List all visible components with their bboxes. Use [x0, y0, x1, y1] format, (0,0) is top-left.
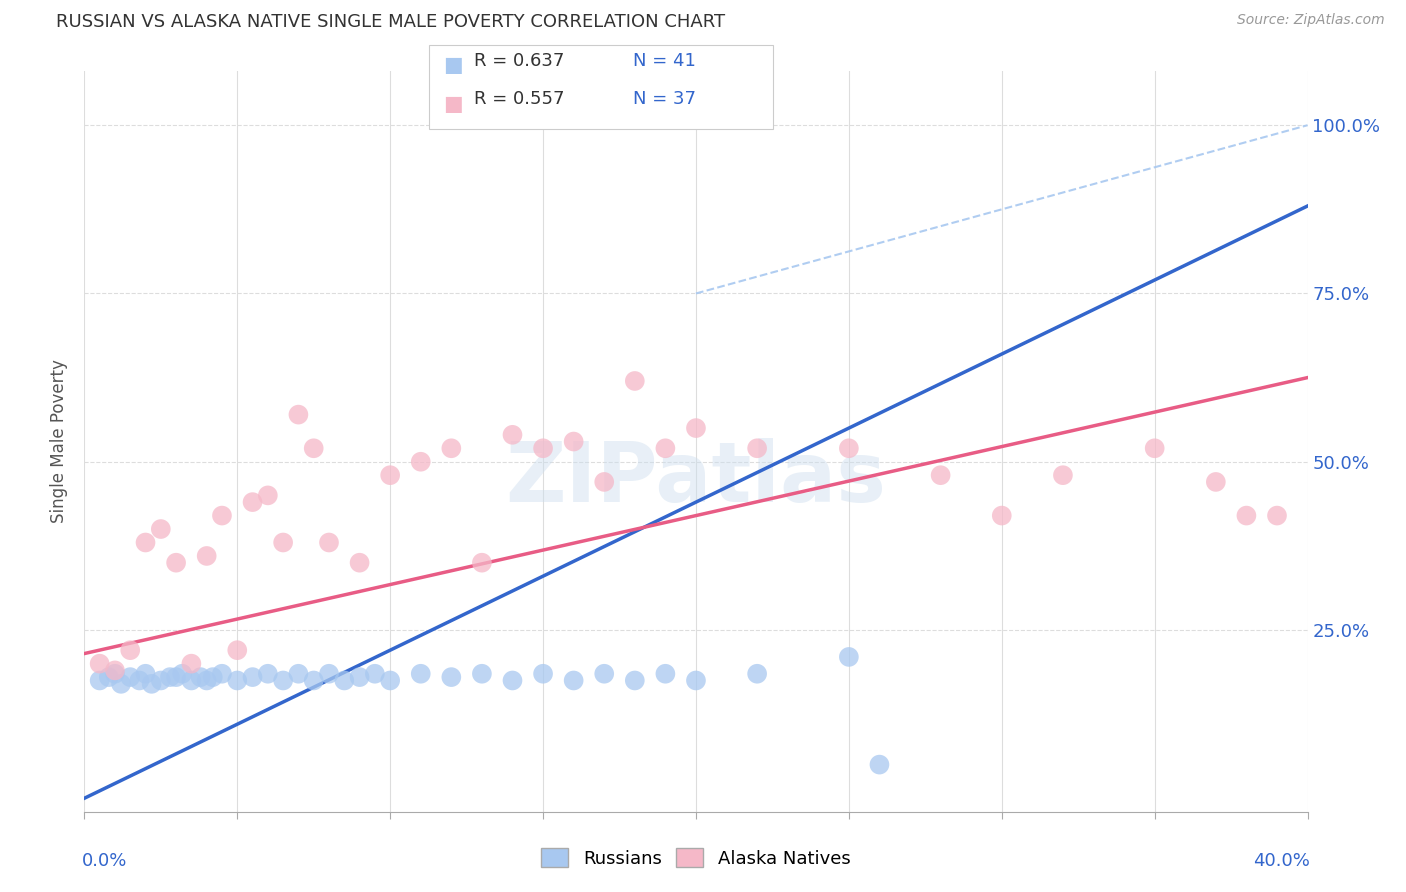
Text: 0.0%: 0.0%	[82, 853, 128, 871]
Point	[502, 427, 524, 442]
Point	[211, 666, 233, 681]
Point	[180, 657, 202, 671]
Point	[991, 508, 1014, 523]
Y-axis label: Single Male Poverty: Single Male Poverty	[51, 359, 69, 524]
Point	[120, 643, 142, 657]
Point	[318, 666, 340, 681]
Point	[257, 666, 280, 681]
Point	[333, 673, 356, 688]
Point	[271, 535, 294, 549]
Legend: Russians, Alaska Natives: Russians, Alaska Natives	[536, 843, 856, 873]
Point	[287, 666, 309, 681]
Text: N = 41: N = 41	[633, 52, 696, 70]
Point	[242, 670, 264, 684]
Point	[349, 670, 371, 684]
Point	[149, 673, 172, 688]
Point	[302, 442, 325, 456]
Point	[110, 677, 132, 691]
Point	[141, 677, 163, 691]
Point	[502, 673, 524, 688]
Point	[104, 666, 127, 681]
Point	[440, 670, 463, 684]
Point	[1205, 475, 1227, 489]
Point	[531, 442, 554, 456]
Point	[562, 673, 585, 688]
Point	[159, 670, 181, 684]
Point	[180, 673, 202, 688]
Text: R = 0.557: R = 0.557	[474, 90, 564, 108]
Point	[226, 673, 249, 688]
Point	[1052, 468, 1074, 483]
Text: N = 37: N = 37	[633, 90, 696, 108]
Point	[929, 468, 952, 483]
Point	[104, 664, 127, 678]
Point	[165, 670, 187, 684]
Point	[135, 535, 157, 549]
Point	[242, 495, 264, 509]
Point	[165, 556, 187, 570]
Point	[380, 673, 402, 688]
Point	[593, 475, 616, 489]
Point	[97, 670, 120, 684]
Point	[135, 666, 157, 681]
Point	[531, 666, 554, 681]
Point	[89, 673, 111, 688]
Point	[838, 649, 860, 664]
Point	[471, 556, 494, 570]
Point	[364, 666, 387, 681]
Text: ZIPatlas: ZIPatlas	[506, 438, 886, 519]
Text: R = 0.637: R = 0.637	[474, 52, 564, 70]
Point	[1143, 442, 1166, 456]
Point	[409, 455, 432, 469]
Point	[380, 468, 402, 483]
Point	[685, 673, 707, 688]
Text: ■: ■	[443, 94, 463, 113]
Point	[287, 408, 309, 422]
Point	[201, 670, 224, 684]
Text: 40.0%: 40.0%	[1253, 853, 1310, 871]
Point	[120, 670, 142, 684]
Point	[257, 488, 280, 502]
Point	[172, 666, 194, 681]
Point	[471, 666, 494, 681]
Point	[226, 643, 249, 657]
Point	[624, 673, 647, 688]
Point	[562, 434, 585, 449]
Point	[654, 442, 676, 456]
Point	[654, 666, 676, 681]
Point	[869, 757, 891, 772]
Point	[89, 657, 111, 671]
Point	[149, 522, 172, 536]
Point	[747, 666, 769, 681]
Point	[195, 673, 218, 688]
Point	[747, 442, 769, 456]
Text: ■: ■	[443, 55, 463, 75]
Point	[685, 421, 707, 435]
Point	[624, 374, 647, 388]
Text: Source: ZipAtlas.com: Source: ZipAtlas.com	[1237, 13, 1385, 28]
Point	[838, 442, 860, 456]
Point	[1265, 508, 1288, 523]
Point	[440, 442, 463, 456]
Point	[128, 673, 150, 688]
Point	[190, 670, 212, 684]
Point	[271, 673, 294, 688]
Point	[302, 673, 325, 688]
Point	[409, 666, 432, 681]
Text: RUSSIAN VS ALASKA NATIVE SINGLE MALE POVERTY CORRELATION CHART: RUSSIAN VS ALASKA NATIVE SINGLE MALE POV…	[56, 13, 725, 31]
Point	[318, 535, 340, 549]
Point	[1236, 508, 1258, 523]
Point	[349, 556, 371, 570]
Point	[211, 508, 233, 523]
Point	[593, 666, 616, 681]
Point	[195, 549, 218, 563]
